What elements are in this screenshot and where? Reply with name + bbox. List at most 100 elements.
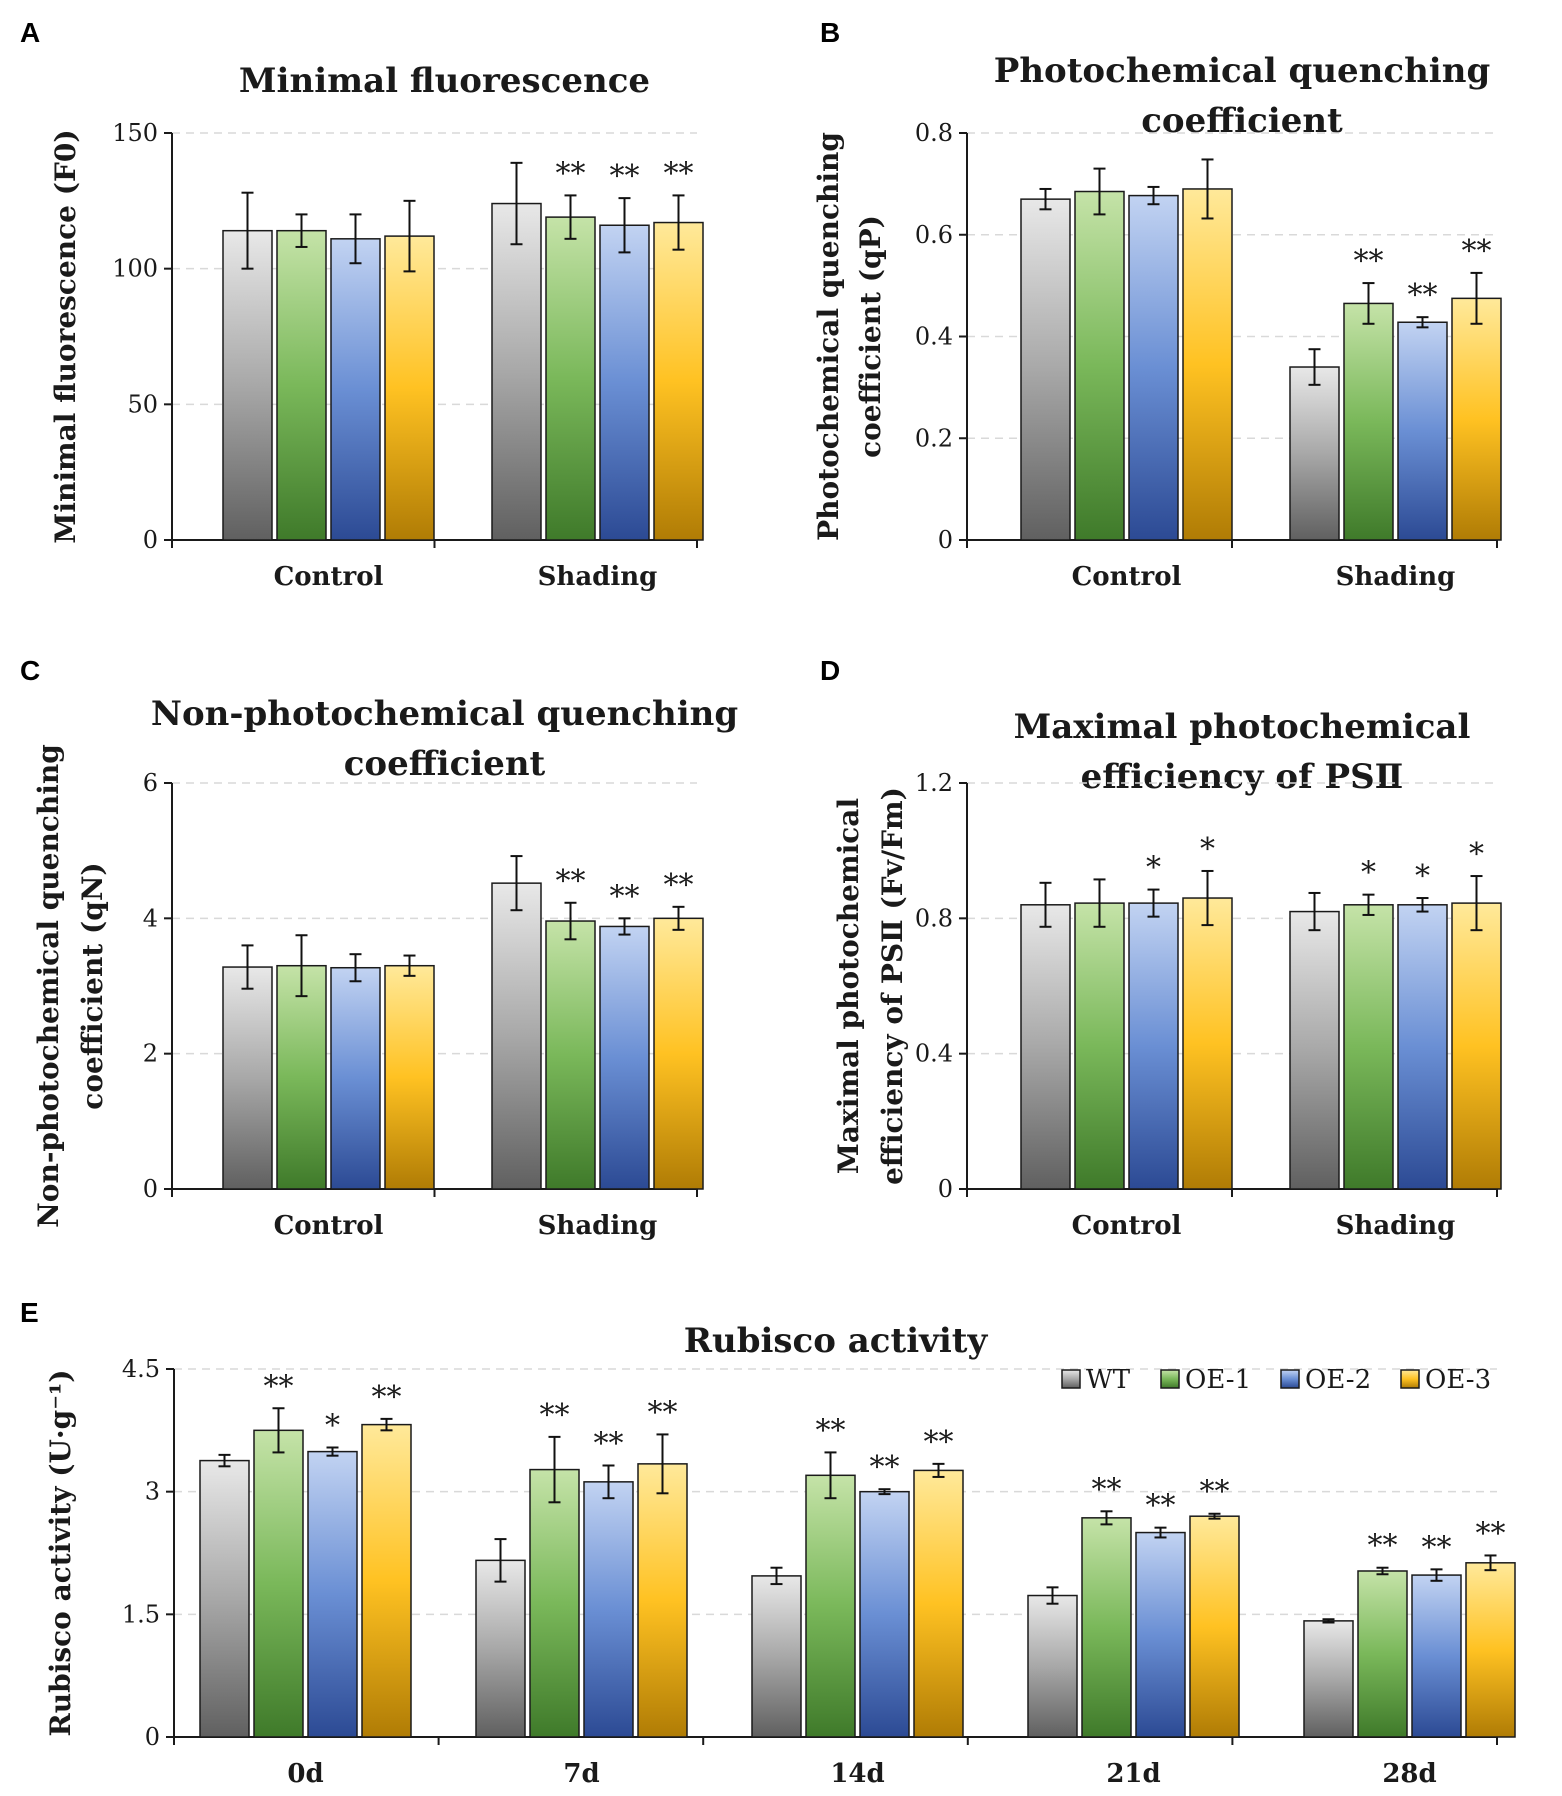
y-tick-label: 0.6 <box>915 221 953 249</box>
bar-oe-1-shading <box>545 216 596 541</box>
bar-oe-3-shading <box>1451 297 1502 541</box>
bar-oe-3-shading <box>653 917 704 1190</box>
chart-title: Non-photochemical quenching <box>151 694 738 734</box>
bar-oe-3-7d <box>637 1463 688 1738</box>
x-category-label: Shading <box>1336 1211 1456 1241</box>
y-axis-label: Maximal photochemical <box>832 798 865 1174</box>
bar-wt-control <box>222 966 273 1190</box>
significance-marker: * <box>1415 859 1430 894</box>
bar-oe-3-0d <box>361 1423 412 1738</box>
bar-oe-3-control <box>1182 897 1233 1190</box>
panel-a: A Minimal fluorescence Minimal fluorescenc… <box>20 17 704 592</box>
bar-oe-3-control <box>384 235 435 541</box>
x-category-label: 14d <box>830 1759 884 1789</box>
chart-title: Minimal fluorescence <box>239 61 650 101</box>
significance-marker: ** <box>648 1395 678 1430</box>
significance-marker: ** <box>610 879 640 914</box>
bar-wt-0d <box>199 1459 250 1738</box>
y-axis-label: Photochemical quenching <box>812 132 845 541</box>
bar-oe-2-shading <box>599 224 650 541</box>
bar-oe-3-control <box>384 964 435 1190</box>
bar-wt-control <box>1020 198 1071 541</box>
bar-wt-shading <box>491 882 542 1190</box>
bar-oe-3-21d <box>1189 1515 1240 1738</box>
y-tick-label: 0.8 <box>915 119 953 147</box>
significance-marker: ** <box>816 1413 846 1448</box>
panel-label: A <box>20 17 40 48</box>
bar-oe-2-control <box>330 238 381 541</box>
bar-oe-2-shading <box>599 925 650 1190</box>
panel-b: B Photochemical quenching coefficient Photo… <box>812 17 1502 592</box>
x-category-label: 7d <box>563 1759 599 1789</box>
significance-marker: ** <box>372 1380 402 1415</box>
bar-oe-2-control <box>1128 902 1179 1190</box>
y-tick-label: 150 <box>112 119 158 147</box>
legend-swatch-oe-3 <box>1400 1369 1420 1389</box>
significance-marker: ** <box>610 159 640 194</box>
bar-oe-2-28d <box>1411 1574 1462 1738</box>
y-tick-label: 0.4 <box>915 1040 953 1068</box>
x-category-label: 21d <box>1106 1759 1160 1789</box>
significance-marker: ** <box>540 1398 570 1433</box>
bar-oe-3-control <box>1182 188 1233 541</box>
significance-marker: ** <box>1368 1529 1398 1564</box>
bar-oe-2-control <box>330 966 381 1190</box>
y-tick-label: 1.2 <box>915 769 953 797</box>
x-category-label: 28d <box>1382 1759 1436 1789</box>
legend-label: OE-2 <box>1305 1365 1371 1395</box>
panel-c: C Non-photochemical quenching coefficient N… <box>20 655 738 1241</box>
bar-oe-2-control <box>1128 194 1179 541</box>
bar-oe-2-0d <box>307 1450 358 1738</box>
bar-oe-1-shading <box>1343 302 1394 541</box>
bar-oe-2-21d <box>1135 1531 1186 1738</box>
significance-marker: ** <box>924 1425 954 1460</box>
bar-oe-1-control <box>1074 902 1125 1190</box>
bar-oe-2-shading <box>1397 321 1448 541</box>
significance-marker: ** <box>1354 244 1384 279</box>
significance-marker: ** <box>870 1450 900 1485</box>
chart-title: Maximal photochemical <box>1014 707 1471 747</box>
y-tick-label: 4 <box>143 904 158 932</box>
chart-title: coefficient <box>344 744 546 784</box>
bar-oe-3-14d <box>913 1469 964 1738</box>
y-tick-label: 6 <box>143 769 158 797</box>
y-tick-label: 4.5 <box>122 1355 160 1383</box>
chart-title: efficiency of PSⅡ <box>1081 757 1404 797</box>
bar-oe-1-28d <box>1357 1570 1408 1738</box>
legend-label: WT <box>1086 1365 1131 1395</box>
bar-oe-3-28d <box>1465 1562 1516 1738</box>
y-tick-label: 0.4 <box>915 323 953 351</box>
significance-marker: ** <box>664 868 694 903</box>
x-category-label: Shading <box>1336 562 1456 592</box>
bar-oe-1-0d <box>253 1429 304 1738</box>
panel-label: B <box>820 17 840 48</box>
significance-marker: ** <box>556 156 586 191</box>
y-axis-label: coefficient (qN) <box>76 862 109 1109</box>
y-tick-label: 0 <box>938 1175 953 1203</box>
bar-oe-1-14d <box>805 1474 856 1738</box>
bar-oe-2-14d <box>859 1490 910 1738</box>
significance-marker: ** <box>556 864 586 899</box>
significance-marker: * <box>1200 832 1215 867</box>
bar-oe-3-shading <box>653 221 704 541</box>
significance-marker: ** <box>1476 1516 1506 1551</box>
bar-oe-1-control <box>1074 190 1125 541</box>
bar-wt-control <box>1020 904 1071 1190</box>
significance-marker: ** <box>664 156 694 191</box>
chart-title: Photochemical quenching <box>994 51 1490 91</box>
panel-e: E Rubisco activity Rubisco activity (U·g⁻¹… <box>20 1297 1516 1789</box>
chart-title: coefficient <box>1141 101 1343 141</box>
significance-marker: ** <box>1146 1489 1176 1524</box>
y-tick-label: 0 <box>143 1175 158 1203</box>
x-category-label: 0d <box>287 1759 323 1789</box>
legend-swatch-oe-2 <box>1280 1369 1300 1389</box>
significance-marker: ** <box>1200 1475 1230 1510</box>
significance-marker: ** <box>1422 1530 1452 1565</box>
y-axis-label: Rubisco activity (U·g⁻¹) <box>44 1370 77 1737</box>
bar-oe-1-7d <box>529 1468 580 1738</box>
y-tick-label: 50 <box>127 390 158 418</box>
legend-swatch-wt <box>1061 1369 1081 1389</box>
legend-swatch-oe-1 <box>1160 1369 1180 1389</box>
legend-label: OE-1 <box>1185 1365 1251 1395</box>
